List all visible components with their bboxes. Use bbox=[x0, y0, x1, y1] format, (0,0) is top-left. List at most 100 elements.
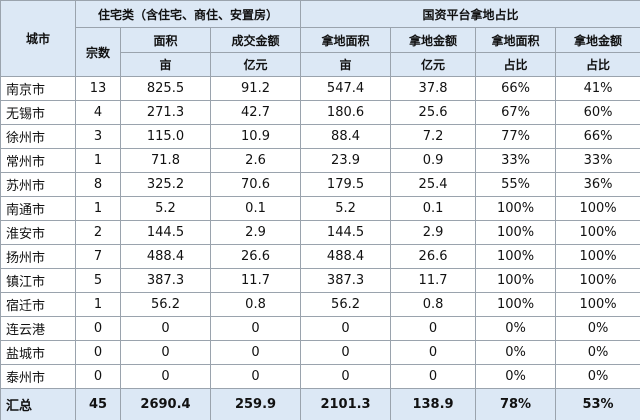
header-row: 城市 住宅类（含住宅、商住、安置房） 国资平台拿地占比 bbox=[0, 0, 640, 77]
table-cell: 4 bbox=[75, 100, 121, 125]
table-cell: 1 bbox=[75, 148, 121, 173]
column-header: 拿地面积 bbox=[475, 27, 557, 53]
table-cell: 77% bbox=[475, 124, 557, 149]
city-name: 连云港 bbox=[0, 316, 76, 341]
table-cell: 88.4 bbox=[300, 124, 392, 149]
table-cell: 11.7 bbox=[209, 268, 302, 293]
group-header: 住宅类（含住宅、商住、安置房） bbox=[74, 0, 302, 28]
city-name: 镇江市 bbox=[0, 268, 76, 293]
table-cell: 67% bbox=[475, 100, 557, 125]
column-unit: 占比 bbox=[555, 52, 640, 77]
column-header: 拿地金额 bbox=[390, 27, 477, 53]
data-row: 盐城市 0 0 0 0 0 0% 0% bbox=[0, 340, 640, 365]
table-cell: 100% bbox=[555, 244, 640, 269]
table-cell: 25.6 bbox=[390, 100, 477, 125]
table-cell: 115.0 bbox=[120, 124, 211, 149]
table-cell: 2.9 bbox=[390, 220, 477, 245]
data-row: 常州市 1 71.8 2.6 23.9 0.9 33% 33% bbox=[0, 148, 640, 173]
total-cell: 2690.4 bbox=[120, 388, 211, 420]
table-cell: 91.2 bbox=[209, 76, 302, 101]
data-row: 扬州市 7 488.4 26.6 488.4 26.6 100% 100% bbox=[0, 244, 640, 269]
table-cell: 100% bbox=[555, 292, 640, 317]
total-cell: 53% bbox=[555, 388, 640, 420]
table-cell: 0 bbox=[120, 316, 211, 341]
total-label: 汇总 bbox=[0, 388, 76, 420]
table-cell: 1 bbox=[75, 292, 121, 317]
table-cell: 11.7 bbox=[390, 268, 477, 293]
table-cell: 56.2 bbox=[120, 292, 211, 317]
table-cell: 56.2 bbox=[300, 292, 392, 317]
table-cell: 0 bbox=[209, 364, 302, 389]
column-unit: 占比 bbox=[475, 52, 557, 77]
group-header: 国资平台拿地占比 bbox=[300, 0, 640, 28]
table-cell: 488.4 bbox=[120, 244, 211, 269]
column-header: 面积 bbox=[120, 27, 211, 53]
column-header: 成交金额 bbox=[209, 27, 302, 53]
table-cell: 7 bbox=[75, 244, 121, 269]
table-cell: 3 bbox=[75, 124, 121, 149]
table-cell: 5.2 bbox=[300, 196, 392, 221]
table-cell: 144.5 bbox=[120, 220, 211, 245]
table-cell: 825.5 bbox=[120, 76, 211, 101]
data-row: 南通市 1 5.2 0.1 5.2 0.1 100% 100% bbox=[0, 196, 640, 221]
city-name: 淮安市 bbox=[0, 220, 76, 245]
table-cell: 33% bbox=[475, 148, 557, 173]
table-cell: 0% bbox=[475, 340, 557, 365]
table-cell: 13 bbox=[75, 76, 121, 101]
table-cell: 37.8 bbox=[390, 76, 477, 101]
table-cell: 100% bbox=[475, 196, 557, 221]
table-cell: 0% bbox=[555, 364, 640, 389]
table-cell: 55% bbox=[475, 172, 557, 197]
total-cell: 259.9 bbox=[209, 388, 302, 420]
table-cell: 0 bbox=[120, 340, 211, 365]
table-cell: 100% bbox=[475, 244, 557, 269]
table-cell: 0.1 bbox=[209, 196, 302, 221]
data-row: 徐州市 3 115.0 10.9 88.4 7.2 77% 66% bbox=[0, 124, 640, 149]
table-cell: 70.6 bbox=[209, 172, 302, 197]
table-cell: 2 bbox=[75, 220, 121, 245]
table-cell: 66% bbox=[475, 76, 557, 101]
table-cell: 0 bbox=[300, 364, 392, 389]
table-cell: 0 bbox=[120, 364, 211, 389]
table-cell: 100% bbox=[475, 268, 557, 293]
table-cell: 60% bbox=[555, 100, 640, 125]
data-row: 镇江市 5 387.3 11.7 387.3 11.7 100% 100% bbox=[0, 268, 640, 293]
table-cell: 0 bbox=[75, 364, 121, 389]
total-cell: 78% bbox=[475, 388, 557, 420]
table-cell: 42.7 bbox=[209, 100, 302, 125]
table-cell: 41% bbox=[555, 76, 640, 101]
city-name: 南通市 bbox=[0, 196, 76, 221]
total-cell: 2101.3 bbox=[300, 388, 392, 420]
table-cell: 23.9 bbox=[300, 148, 392, 173]
table-cell: 0 bbox=[300, 340, 392, 365]
table-cell: 100% bbox=[555, 268, 640, 293]
column-unit: 亩 bbox=[300, 52, 392, 77]
header-row: 宗数 面积 成交金额 拿地面积 拿地金额 拿地面积 拿地金额 bbox=[1, 27, 640, 77]
table-cell: 100% bbox=[475, 220, 557, 245]
table-cell: 100% bbox=[555, 220, 640, 245]
table-cell: 5 bbox=[75, 268, 121, 293]
table-cell: 2.6 bbox=[209, 148, 302, 173]
table-cell: 8 bbox=[75, 172, 121, 197]
column-unit: 亿元 bbox=[209, 52, 302, 77]
column-header: 拿地面积 bbox=[300, 27, 392, 53]
table-cell: 547.4 bbox=[300, 76, 392, 101]
data-row: 南京市 13 825.5 91.2 547.4 37.8 66% 41% bbox=[0, 76, 640, 101]
table-cell: 36% bbox=[555, 172, 640, 197]
table-cell: 0 bbox=[209, 316, 302, 341]
data-row: 连云港 0 0 0 0 0 0% 0% bbox=[0, 316, 640, 341]
city-name: 盐城市 bbox=[0, 340, 76, 365]
table-cell: 0.9 bbox=[390, 148, 477, 173]
column-header: 宗数 bbox=[75, 27, 121, 77]
city-name: 扬州市 bbox=[0, 244, 76, 269]
table-cell: 26.6 bbox=[209, 244, 302, 269]
header-row: 亩亿元亩亿元 占比 占比 bbox=[1, 52, 640, 77]
table-cell: 179.5 bbox=[300, 172, 392, 197]
table-cell: 7.2 bbox=[390, 124, 477, 149]
table-cell: 488.4 bbox=[300, 244, 392, 269]
table-cell: 33% bbox=[555, 148, 640, 173]
city-name: 徐州市 bbox=[0, 124, 76, 149]
table-cell: 180.6 bbox=[300, 100, 392, 125]
